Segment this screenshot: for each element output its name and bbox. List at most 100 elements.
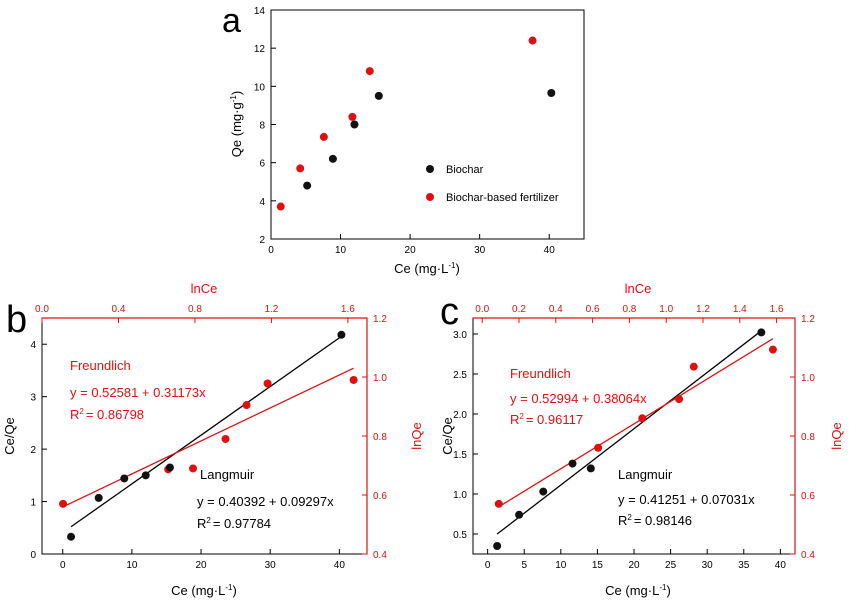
x-tick-label-c: 30 [702, 560, 714, 571]
y-tick-label-b: 2 [30, 445, 36, 456]
x-tick-label-a: 10 [335, 245, 347, 256]
y-axis-label-a: Qe (mg·g-1) [229, 91, 244, 157]
y2-tick-label-b: 0.6 [373, 491, 387, 502]
x2-tick-label-c: 1.4 [733, 304, 747, 315]
x2-tick-label-c: 0.2 [512, 304, 526, 315]
legend-label-biochar: Biochar [446, 164, 484, 176]
freundlich-point-c [675, 395, 684, 404]
y-tick-label-b: 3 [30, 393, 36, 404]
x-tick-label-a: 40 [544, 245, 556, 256]
x-tick-label-c: 40 [775, 560, 787, 571]
y-tick-label-b: 1 [30, 498, 36, 509]
x-tick-label-c: 20 [628, 560, 640, 571]
x2-tick-label-c: 0.0 [475, 304, 489, 315]
x2-tick-label-c: 0.8 [622, 304, 636, 315]
axis-ticks-c: 0 5 10 15 20 25 30 35 40 0.5 1.0 1.5 2.0 2.5 3.0 0.0 0.2… [453, 304, 815, 571]
data-point-a [350, 120, 359, 129]
x-tick-label-b: 30 [265, 560, 277, 571]
freundlich-point-b [221, 434, 230, 443]
langmuir-point-b [165, 463, 174, 472]
x-tick-label-c: 5 [521, 560, 527, 571]
x-tick-label-c: 35 [738, 560, 750, 571]
axis-ticks-b: 0 10 20 30 40 0 1 2 3 4 0.0 0.4 0.8 1.2 1.6 0.4 0.6 0.8 1.… [30, 304, 387, 571]
data-point-a [303, 181, 312, 190]
y-tick-label-b: 4 [30, 340, 36, 351]
panel-b: 0 10 20 30 40 0 1 2 3 4 0.0 0.4 0.8 1.2 1.6 0.4 0.6 0.8 1.… [2, 281, 424, 598]
y-tick-label-a: 6 [259, 159, 265, 170]
langmuir-point-c [493, 542, 502, 550]
panel-letter-a: a [222, 2, 241, 40]
freundlich-point-c [768, 345, 777, 354]
freundlich-point-c [594, 443, 603, 452]
freundlich-label-c: Freundlich [510, 366, 571, 381]
x2-tick-label-c: 1.6 [770, 304, 784, 315]
langmuir-point-b [94, 493, 103, 502]
y-axis-label-c: Ce/Qe [440, 417, 455, 455]
y-tick-label-a: 12 [254, 44, 266, 55]
freundlich-point-b [263, 379, 272, 388]
x2-tick-label-c: 0.4 [549, 304, 563, 315]
y-axis-label-b: Ce/Qe [2, 417, 17, 455]
y-tick-label-c: 2.5 [453, 370, 467, 381]
y-tick-label-a: 4 [259, 197, 265, 208]
data-point-a [328, 154, 337, 163]
x-tick-label-a: 0 [268, 245, 274, 256]
x2-tick-label-c: 1.2 [696, 304, 710, 315]
y-tick-label-c: 1.5 [453, 450, 467, 461]
data-point-a [374, 91, 383, 100]
x2-tick-label-c: 1.0 [659, 304, 673, 315]
freundlich-point-b [189, 464, 198, 473]
freundlich-label-b: Freundlich [70, 358, 131, 373]
x2-axis-label-c: lnCe [625, 281, 652, 296]
data-point-a [348, 112, 357, 121]
data-point-a [528, 36, 537, 45]
langmuir-equation-b: y = 0.40392 + 0.09297x [197, 494, 334, 509]
x-tick-label-c: 25 [665, 560, 677, 571]
y2-tick-label-b: 0.8 [373, 432, 387, 443]
y-tick-label-a: 14 [254, 6, 266, 17]
x-tick-label-b: 0 [60, 560, 66, 571]
x-tick-label-b: 40 [334, 560, 346, 571]
freundlich-r2-b: R2 = 0.86798 [70, 407, 144, 422]
y-tick-label-c: 2.0 [453, 410, 467, 421]
x2-tick-label-b: 0.8 [188, 304, 202, 315]
x-tick-label-a: 30 [474, 245, 486, 256]
y2-axis-label-b: lnQe [409, 422, 424, 449]
y2-tick-label-c: 0.4 [801, 550, 815, 561]
x2-tick-label-b: 1.2 [264, 304, 278, 315]
langmuir-point-b [337, 330, 346, 339]
x-tick-label-b: 20 [195, 560, 207, 571]
x-tick-label-c: 10 [555, 560, 567, 571]
x-axis-label-c: Ce (mg·L-1) [605, 583, 671, 598]
legend-marker-biochar [426, 165, 434, 173]
y-tick-label-c: 3.0 [453, 330, 467, 341]
freundlich-fit-line-c [498, 338, 774, 508]
freundlich-equation-c: y = 0.52994 + 0.38064x [510, 391, 647, 406]
x2-tick-label-b: 1.6 [341, 304, 355, 315]
freundlich-r2-c: R2 = 0.96117 [510, 412, 583, 427]
y2-tick-label-c: 1.2 [801, 314, 815, 325]
y-tick-label-c: 1.0 [453, 490, 467, 501]
freundlich-equation-b: y = 0.52581 + 0.31173x [70, 385, 206, 400]
x2-axis-label-b: lnCe [191, 281, 218, 296]
freundlich-point-c [689, 362, 698, 371]
panel-letter-c: c [440, 291, 459, 333]
langmuir-equation-c: y = 0.41251 + 0.07031x [618, 492, 755, 507]
x2-tick-label-c: 0.6 [586, 304, 600, 315]
legend-label-fertilizer: Biochar-based fertilizer [446, 192, 559, 204]
panel-letter-b: b [6, 299, 27, 341]
fit-lines-b [62, 335, 354, 528]
y-tick-label-b: 0 [30, 550, 36, 561]
y2-tick-label-b: 1.2 [373, 314, 387, 325]
points-a [276, 36, 556, 211]
freundlich-point-c [638, 414, 647, 423]
freundlich-point-b [349, 375, 358, 384]
y-tick-label-c: 0.5 [453, 530, 467, 541]
langmuir-point-b [141, 471, 150, 480]
x-tick-label-b: 10 [126, 560, 138, 571]
langmuir-point-c [586, 464, 595, 473]
y-tick-label-a: 8 [259, 121, 265, 132]
langmuir-point-c [757, 328, 766, 337]
langmuir-fit-line-b [70, 335, 342, 528]
x2-tick-label-b: 0.0 [35, 304, 49, 315]
